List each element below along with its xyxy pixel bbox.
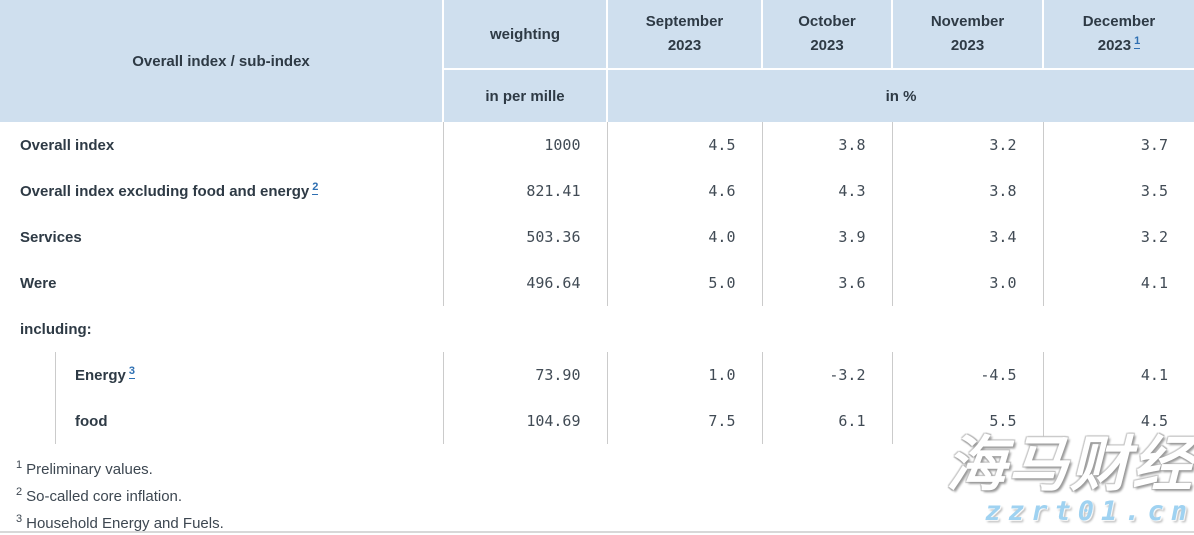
november-value: 5.5: [891, 398, 1043, 444]
october-value: 3.9: [761, 214, 892, 260]
december-value: 3.7: [1042, 122, 1194, 168]
september-value: 1.0: [606, 352, 762, 398]
footnote-marker: 1: [16, 459, 23, 471]
unit-header-percent: in %: [606, 68, 1194, 122]
month-year: 2023: [667, 37, 702, 54]
september-value: 7.5: [606, 398, 762, 444]
row-label: Overall index: [20, 136, 115, 154]
footnote-ref-link-3[interactable]: 3: [128, 364, 135, 379]
group-label: including:: [20, 320, 92, 338]
footnote-ref-link-1[interactable]: 1: [1134, 35, 1141, 49]
footnote-marker: 3: [16, 513, 23, 525]
weighting-value: 104.69: [442, 398, 607, 444]
footnote-text: Household Energy and Fuels.: [26, 515, 224, 532]
unit-header-per-mille: in per mille: [442, 68, 607, 122]
row-label: Overall index excluding food and energy: [20, 182, 310, 200]
table-row-were: Were 496.64 5.0 3.6 3.0 4.1: [0, 260, 1194, 306]
october-value: 6.1: [761, 398, 892, 444]
september-value: 4.6: [606, 168, 762, 214]
december-value: 3.2: [1042, 214, 1194, 260]
row-label: food: [75, 412, 108, 430]
footnote-marker: 2: [16, 486, 23, 498]
table-header: Overall index / sub-index weighting Sept…: [0, 0, 1194, 122]
footnote-2: 2 So-called core inflation.: [16, 481, 1194, 508]
november-value: 3.8: [891, 168, 1043, 214]
november-value: 3.0: [891, 260, 1043, 306]
bottom-divider: [0, 531, 1194, 533]
november-value: 3.2: [891, 122, 1043, 168]
footnote-1: 1 Preliminary values.: [16, 454, 1194, 481]
row-label: Services: [20, 228, 82, 246]
table-row-core-inflation: Overall index excluding food and energy 2…: [0, 168, 1194, 214]
month-year: 2023: [810, 37, 844, 54]
inflation-index-table: Overall index / sub-index weighting Sept…: [0, 0, 1194, 444]
footnote-3: 3 Household Energy and Fuels.: [16, 508, 1194, 535]
weighting-value: 503.36: [442, 214, 607, 260]
table-row-food: food 104.69 7.5 6.1 5.5 4.5: [0, 398, 1194, 444]
weighting-value: 496.64: [442, 260, 607, 306]
month-name: December: [1082, 13, 1156, 30]
december-value: 3.5: [1042, 168, 1194, 214]
footnote-ref-link-2[interactable]: 2: [312, 180, 319, 195]
month-name: October: [798, 13, 856, 30]
footnote-text: Preliminary values.: [26, 461, 153, 478]
september-value: 4.5: [606, 122, 762, 168]
table-row-including: including:: [0, 306, 1194, 352]
october-value: -3.2: [761, 352, 892, 398]
row-label-cell: Overall index: [0, 122, 443, 168]
column-header-october-2023: October 2023: [761, 0, 892, 69]
column-header-december-2023: December 2023 1: [1042, 0, 1194, 69]
month-year: 2023: [1097, 37, 1132, 54]
column-header-september-2023: September 2023: [606, 0, 762, 69]
row-label: Were: [20, 274, 57, 292]
weighting-value: 73.90: [442, 352, 607, 398]
table-body: Overall index 1000 4.5 3.8 3.2 3.7 Overa…: [0, 122, 1194, 444]
november-value: 3.4: [891, 214, 1043, 260]
october-value: 3.8: [761, 122, 892, 168]
table-row-energy: Energy 3 73.90 1.0 -3.2 -4.5 4.1: [0, 352, 1194, 398]
column-header-november-2023: November 2023: [891, 0, 1043, 69]
december-value: 4.1: [1042, 260, 1194, 306]
september-value: 5.0: [606, 260, 762, 306]
row-label-cell: Services: [0, 214, 443, 260]
october-value: 4.3: [761, 168, 892, 214]
september-value: 4.0: [606, 214, 762, 260]
weighting-value: 1000: [442, 122, 607, 168]
column-header-label: Overall index / sub-index: [0, 0, 443, 122]
footnote-text: So-called core inflation.: [26, 488, 183, 505]
row-label-cell: Energy 3: [0, 352, 443, 398]
october-value: 3.6: [761, 260, 892, 306]
footnotes: 1 Preliminary values. 2 So-called core inf…: [0, 444, 1194, 535]
table-row-overall-index: Overall index 1000 4.5 3.8 3.2 3.7: [0, 122, 1194, 168]
table-row-services: Services 503.36 4.0 3.9 3.4 3.2: [0, 214, 1194, 260]
month-year: 2023: [950, 37, 985, 54]
december-value: 4.5: [1042, 398, 1194, 444]
month-name: September: [645, 13, 724, 30]
november-value: -4.5: [891, 352, 1043, 398]
month-name: November: [930, 13, 1005, 30]
row-label: Energy: [75, 366, 126, 384]
weighting-value: 821.41: [442, 168, 607, 214]
december-value: 4.1: [1042, 352, 1194, 398]
row-label-cell: Overall index excluding food and energy 2: [0, 168, 443, 214]
column-header-weighting: weighting: [442, 0, 607, 69]
row-label-cell: Were: [0, 260, 443, 306]
row-label-cell: food: [0, 398, 443, 444]
